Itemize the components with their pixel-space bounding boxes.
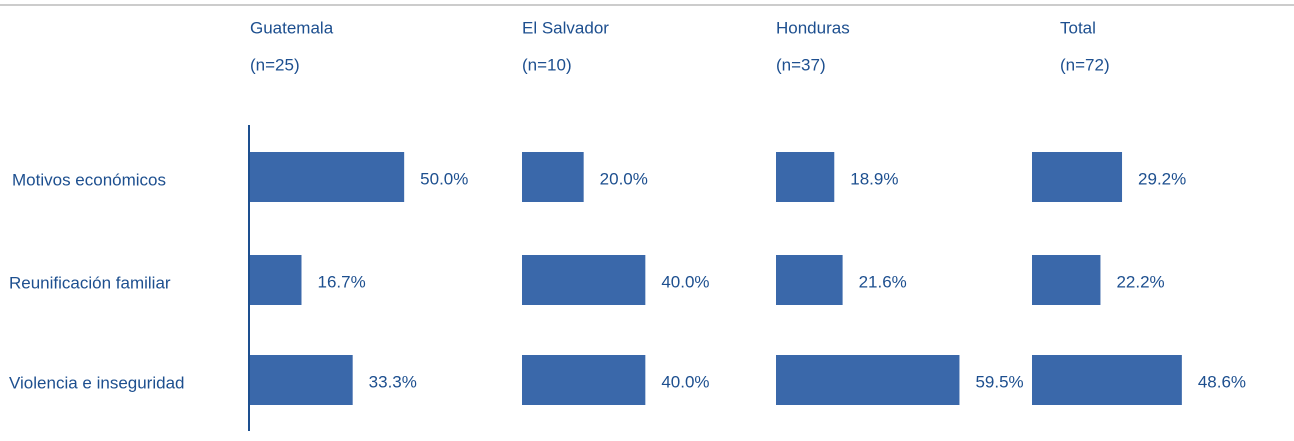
value-label: 29.2% (1138, 169, 1186, 188)
value-label: 22.2% (1116, 272, 1164, 291)
bar (250, 152, 405, 202)
bar (776, 255, 843, 305)
panel-title: Guatemala (250, 18, 334, 37)
panel-title: El Salvador (522, 18, 609, 37)
value-label: 33.3% (369, 372, 417, 391)
bar (1032, 355, 1182, 405)
panel-title: Honduras (776, 18, 850, 37)
value-label: 40.0% (661, 272, 709, 291)
value-label: 20.0% (600, 169, 648, 188)
panel-sample: (n=72) (1060, 55, 1110, 74)
value-label: 18.9% (850, 169, 898, 188)
panel-sample: (n=37) (776, 55, 826, 74)
category-label: Motivos económicos (12, 170, 166, 189)
bar (250, 255, 302, 305)
category-label: Violencia e inseguridad (9, 373, 184, 392)
value-label: 59.5% (975, 372, 1023, 391)
bar (1032, 152, 1123, 202)
category-label: Reunificación familiar (9, 273, 171, 292)
value-label: 50.0% (420, 169, 468, 188)
value-label: 48.6% (1198, 372, 1246, 391)
bar (776, 152, 835, 202)
bar (250, 355, 353, 405)
value-label: 40.0% (661, 372, 709, 391)
panel-sample: (n=10) (522, 55, 572, 74)
bar (522, 255, 646, 305)
bar (776, 355, 960, 405)
value-label: 16.7% (317, 272, 365, 291)
panel-sample: (n=25) (250, 55, 300, 74)
bar (522, 152, 584, 202)
bar (522, 355, 646, 405)
panel-title: Total (1060, 18, 1096, 37)
value-label: 21.6% (859, 272, 907, 291)
bar (1032, 255, 1101, 305)
